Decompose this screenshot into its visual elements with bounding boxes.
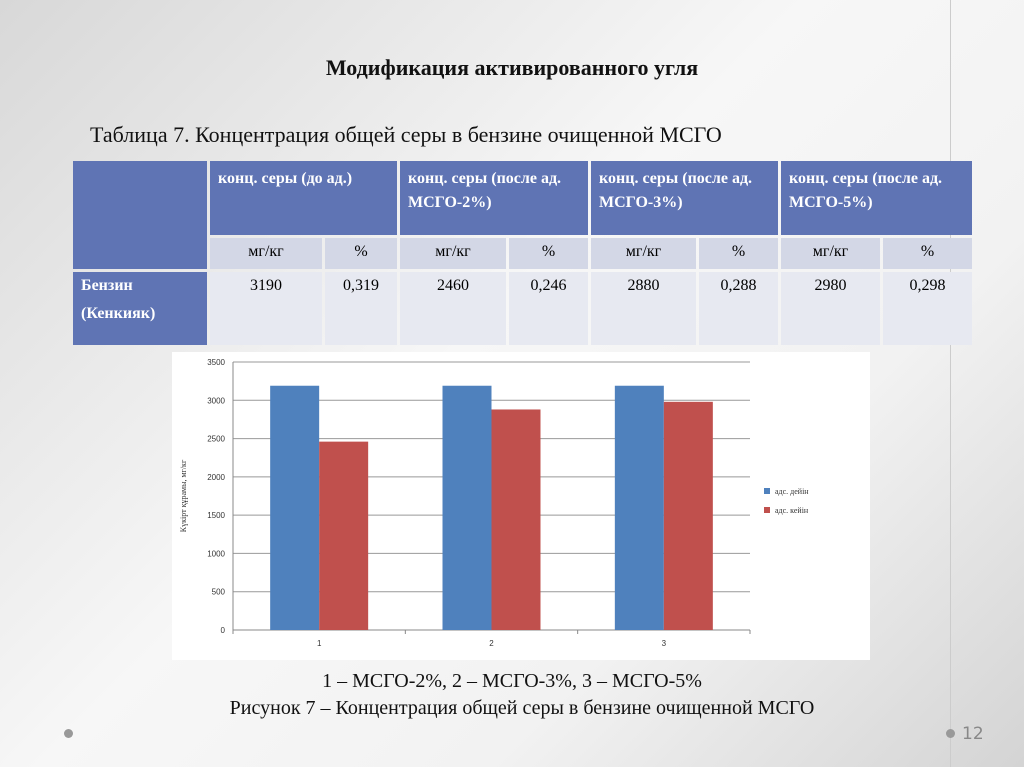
subheader-cell: мг/кг xyxy=(781,238,880,269)
y-tick-label: 1500 xyxy=(207,511,225,520)
x-tick-label: 2 xyxy=(489,639,494,648)
left-dot-icon xyxy=(64,729,73,738)
legend-swatch xyxy=(764,488,770,494)
subheader-cell: мг/кг xyxy=(210,238,322,269)
value-cell: 0,298 xyxy=(883,272,972,345)
x-tick-label: 3 xyxy=(662,639,667,648)
value-cell: 0,288 xyxy=(699,272,778,345)
subheader-cell: мг/кг xyxy=(400,238,506,269)
table-caption: Таблица 7. Концентрация общей серы в бен… xyxy=(90,122,722,147)
subheader-cell: % xyxy=(509,238,588,269)
value-cell: 2980 xyxy=(781,272,880,345)
subheader-cell: мг/кг xyxy=(591,238,696,269)
data-table: конц. серы (до ад.) конц. серы (после ад… xyxy=(70,158,975,348)
y-tick-label: 3500 xyxy=(207,358,225,367)
subheader-cell: % xyxy=(699,238,778,269)
value-cell: 2880 xyxy=(591,272,696,345)
page-dot-icon xyxy=(946,729,955,738)
figure-legend-text: 1 – МСГО-2%, 2 – МСГО-3%, 3 – МСГО-5% xyxy=(322,670,702,692)
row-label: Бензин (Кенкияк) xyxy=(73,272,207,345)
bar-1-3 xyxy=(614,385,664,630)
corner-cell xyxy=(73,161,207,269)
value-cell: 0,246 xyxy=(509,272,588,345)
header-cell: конц. серы (до ад.) xyxy=(210,161,397,235)
y-tick-label: 1000 xyxy=(207,549,225,558)
value-cell: 2460 xyxy=(400,272,506,345)
page-number: 12 xyxy=(962,724,984,744)
bar-1-1 xyxy=(270,385,320,630)
legend-swatch xyxy=(764,507,770,513)
legend-label: адс. дейін xyxy=(775,487,809,496)
bar-2-3 xyxy=(663,401,713,630)
subheader-cell: % xyxy=(325,238,397,269)
subheader-cell: % xyxy=(883,238,972,269)
chart-svg: 0 500 1000 1500 2000 2500 3000 3500 1 2 3 Күкірт құ… xyxy=(179,358,809,648)
y-tick-label: 2500 xyxy=(207,435,225,444)
y-axis-label: Күкірт құрамы, мг/кг xyxy=(179,459,188,532)
y-tick-label: 500 xyxy=(212,588,226,597)
bar-chart: 0 500 1000 1500 2000 2500 3000 3500 1 2 3 Күкірт құ… xyxy=(172,352,870,660)
figure-caption: Рисунок 7 – Концентрация общей серы в бе… xyxy=(229,697,815,719)
bar-2-2 xyxy=(491,409,541,630)
value-cell: 0,319 xyxy=(325,272,397,345)
bar-2-1 xyxy=(319,441,369,630)
legend-label: адс. кейін xyxy=(775,506,809,515)
header-cell: конц. серы (после ад. МСГО-2%) xyxy=(400,161,588,235)
x-tick-label: 1 xyxy=(317,639,322,648)
y-tick-label: 0 xyxy=(221,626,226,635)
slide-title: Модификация активированного угля xyxy=(325,55,699,80)
y-tick-label: 2000 xyxy=(207,473,225,482)
header-cell: конц. серы (после ад. МСГО-5%) xyxy=(781,161,972,235)
header-cell: конц. серы (после ад. МСГО-3%) xyxy=(591,161,778,235)
decor-line xyxy=(950,0,951,767)
value-cell: 3190 xyxy=(210,272,322,345)
bar-1-2 xyxy=(442,385,492,630)
y-tick-label: 3000 xyxy=(207,396,225,405)
